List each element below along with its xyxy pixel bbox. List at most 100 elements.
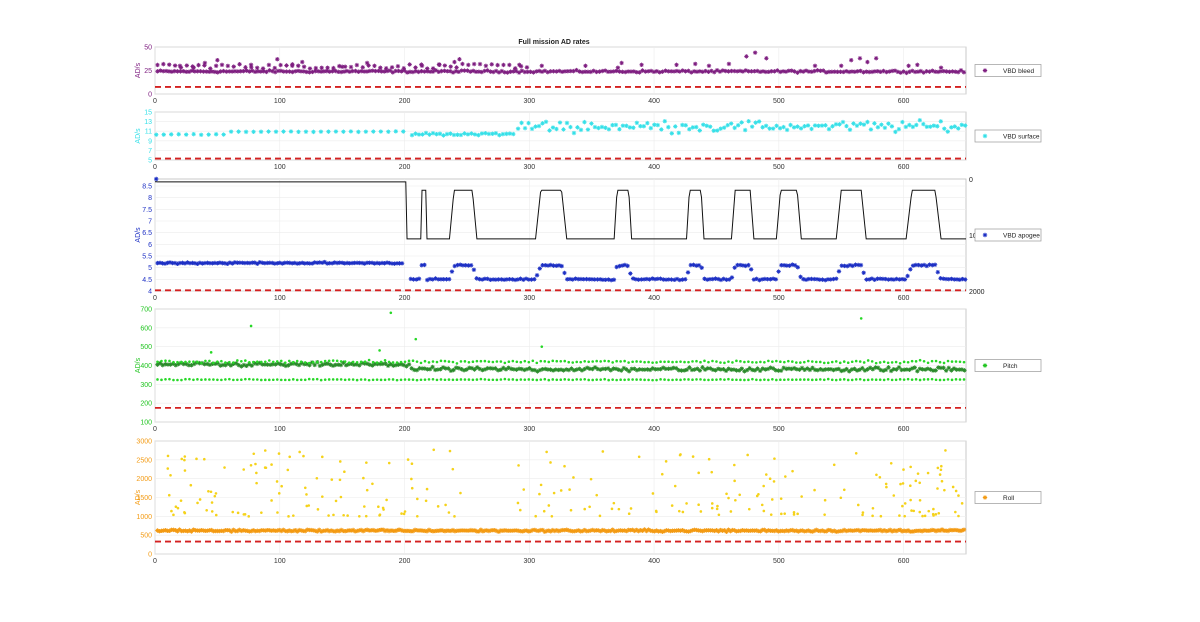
- pitch-point: [286, 363, 291, 368]
- roll-scatter-point: [627, 512, 631, 515]
- pitch-point: [391, 361, 395, 364]
- apogee-point: [436, 277, 441, 282]
- surface-point: [645, 120, 650, 126]
- pitch-point: [634, 368, 640, 373]
- roll-scatter-point: [371, 482, 374, 486]
- roll-point: [646, 527, 651, 532]
- bleed-point: [927, 69, 932, 74]
- bleed-point: [433, 68, 439, 73]
- apogee-point: [499, 277, 504, 282]
- bleed-point: [689, 70, 694, 75]
- y-tick-label: 11: [145, 129, 152, 136]
- pitch-point: [294, 361, 299, 367]
- apogee-point: [210, 261, 215, 266]
- x-tick-label: 300: [523, 164, 535, 171]
- surface-point: [742, 127, 748, 133]
- apogee-point: [812, 276, 817, 282]
- pitch-point: [260, 360, 263, 364]
- pitch-point: [267, 378, 271, 382]
- pitch-point: [860, 365, 865, 371]
- apogee-point: [414, 277, 419, 282]
- roll-scatter-point: [358, 515, 361, 518]
- bleed-point: [379, 69, 384, 74]
- roll-scatter-point: [231, 510, 235, 514]
- roll-scatter-point: [572, 476, 575, 479]
- pitch-point: [359, 360, 363, 364]
- roll-point: [299, 528, 304, 533]
- surface-point: [956, 126, 961, 131]
- pitch-point: [320, 362, 325, 367]
- pitch-point: [757, 368, 763, 373]
- pitch-point: [501, 365, 506, 371]
- apogee-point: [507, 276, 512, 282]
- pitch-point: [228, 363, 234, 368]
- bleed-point: [186, 69, 192, 74]
- bleed-point: [657, 70, 662, 75]
- bleed-point: [416, 69, 421, 75]
- legend-label: VBD bleed: [1003, 68, 1034, 75]
- roll-point: [917, 528, 923, 533]
- bleed-point: [534, 69, 539, 74]
- apogee-point: [322, 259, 327, 265]
- apogee-point: [242, 260, 248, 266]
- pitch-point: [403, 360, 407, 364]
- pitch-point: [431, 378, 435, 381]
- pitch-point: [582, 366, 587, 372]
- bleed-point: [290, 69, 295, 75]
- pitch-point: [836, 366, 841, 372]
- bleed-point: [792, 69, 797, 74]
- bleed-point: [310, 69, 315, 75]
- surface-point: [236, 129, 241, 134]
- bleed-outlier: [177, 63, 183, 68]
- surface-point: [465, 132, 471, 137]
- bleed-outlier: [339, 64, 345, 69]
- roll-point: [875, 528, 881, 533]
- x-tick-label: 400: [648, 426, 660, 433]
- bleed-point: [370, 68, 375, 73]
- bleed-point: [700, 69, 705, 75]
- pitch-point: [471, 360, 475, 364]
- pitch-point: [543, 366, 548, 372]
- roll-scatter-point: [861, 513, 864, 517]
- roll-point: [334, 528, 340, 533]
- pitch-point: [806, 378, 810, 381]
- pitch-point: [315, 377, 319, 381]
- pitch-point: [786, 366, 792, 371]
- apogee-point: [661, 277, 666, 282]
- surface-point: [819, 123, 825, 128]
- apogee-point: [455, 262, 460, 268]
- roll-scatter-point: [769, 513, 773, 516]
- apogee-point: [548, 262, 553, 268]
- apogee-point: [866, 277, 872, 282]
- roll-point: [686, 529, 691, 534]
- bleed-point: [640, 68, 645, 73]
- pitch-point: [423, 378, 427, 381]
- pitch-point: [236, 359, 239, 362]
- roll-point: [895, 528, 901, 533]
- roll-scatter-point: [242, 513, 246, 516]
- pitch-point: [881, 368, 886, 373]
- bleed-point: [169, 69, 175, 74]
- pitch-point: [263, 378, 267, 382]
- roll-point: [354, 528, 360, 534]
- bleed-point: [395, 64, 401, 69]
- pitch-point: [834, 378, 838, 382]
- pitch-point: [559, 359, 563, 363]
- bleed-point: [720, 68, 726, 73]
- apogee-point: [650, 276, 655, 281]
- x-tick-label: 600: [898, 426, 910, 433]
- roll-point: [772, 528, 777, 534]
- apogee-point: [155, 260, 160, 266]
- pitch-point: [950, 360, 954, 363]
- pitch-point: [270, 362, 275, 367]
- apogee-point: [260, 260, 265, 266]
- bleed-point: [479, 69, 484, 75]
- pitch-point: [711, 359, 714, 363]
- roll-point: [608, 528, 613, 534]
- surface-point: [676, 130, 681, 136]
- apogee-point: [257, 259, 263, 265]
- pitch-point: [503, 367, 509, 372]
- bleed-point: [221, 68, 226, 74]
- pitch-point: [858, 360, 862, 363]
